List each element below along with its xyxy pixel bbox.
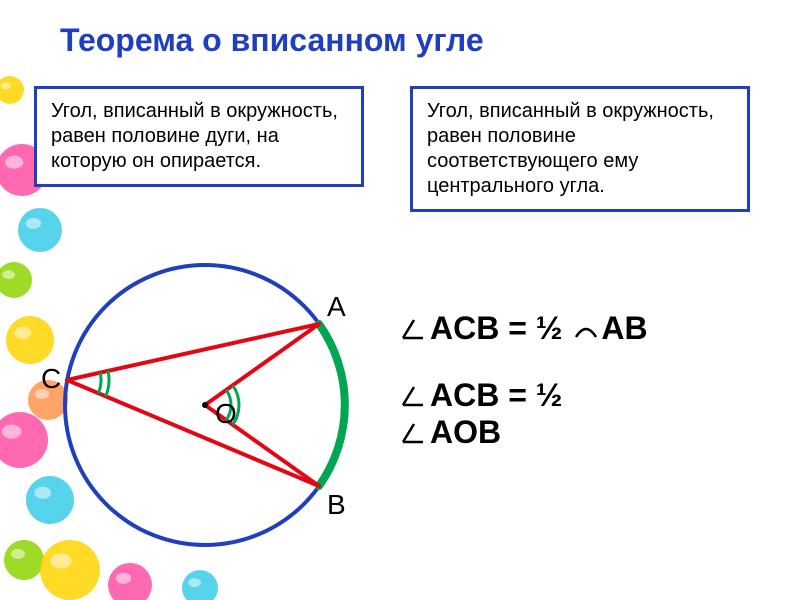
page-title: Теорема о вписанном угле xyxy=(60,22,484,59)
formula-2: ACB = ½ AOB xyxy=(400,377,780,451)
formula-2-rhs: AOB xyxy=(430,414,501,450)
definition-box-2: Угол, вписанный в окружность, равен поло… xyxy=(410,86,750,212)
circle-diagram: A B C O xyxy=(30,230,380,580)
definition-box-1: Угол, вписанный в окружность, равен поло… xyxy=(34,86,364,187)
svg-text:A: A xyxy=(327,291,346,322)
svg-text:B: B xyxy=(327,489,346,520)
svg-text:C: C xyxy=(41,363,61,394)
formulas-block: ACB = ½ AB ACB = ½ AOB xyxy=(400,310,780,481)
formula-1-rhs: AB xyxy=(601,310,647,346)
formula-1: ACB = ½ AB xyxy=(400,310,780,347)
formula-2-eq: = ½ xyxy=(508,377,562,413)
svg-text:O: O xyxy=(215,398,237,429)
formula-1-eq: = ½ xyxy=(508,310,562,346)
formula-1-lhs: ACB xyxy=(430,310,499,346)
formula-2-lhs: ACB xyxy=(430,377,499,413)
angle-icon xyxy=(400,379,426,416)
angle-icon xyxy=(400,312,426,349)
arc-icon xyxy=(573,312,599,349)
angle-icon xyxy=(400,416,426,453)
